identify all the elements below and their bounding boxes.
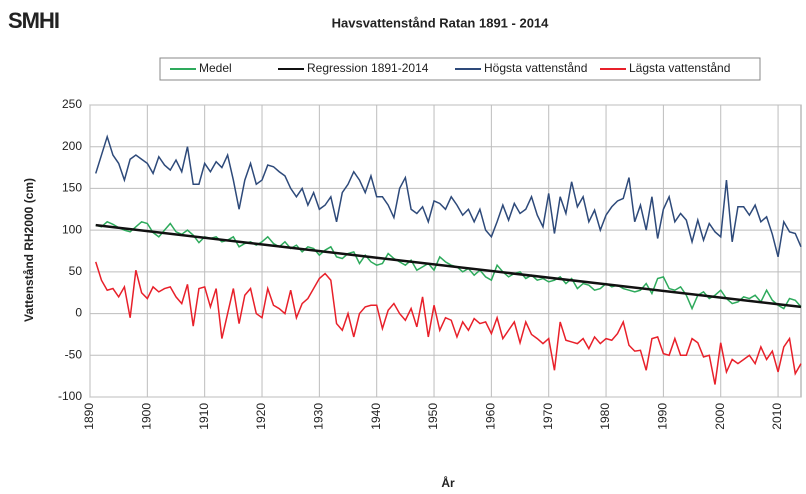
logo: SMHI [8,8,59,33]
y-tick-label: 0 [75,306,82,320]
x-tick-label: 2010 [770,403,784,430]
y-tick-label: 250 [62,97,82,111]
series-line [95,223,802,309]
x-tick-label: 1910 [197,403,211,430]
plot-area [89,104,802,398]
x-axis-label: År [441,475,455,490]
series-line [95,134,802,258]
x-tick-label: 1940 [369,403,383,430]
y-axis-label: Vattenstånd RH2000 (cm) [22,178,36,322]
y-tick-label: 50 [69,264,83,278]
legend-label: Medel [199,61,232,75]
legend-label: Regression 1891-2014 [307,61,429,75]
legend-label: Lägsta vattenstånd [629,61,730,75]
chart-title: Havsvattenstånd Ratan 1891 - 2014 [332,15,550,30]
x-tick-label: 1990 [656,403,670,430]
x-tick-label: 1930 [312,403,326,430]
y-tick-label: -100 [58,389,82,403]
series-line [95,261,802,385]
x-tick-label: 1950 [426,403,440,430]
x-tick-label: 1920 [254,403,268,430]
y-tick-label: -50 [65,347,83,361]
x-tick-label: 1970 [541,403,555,430]
x-tick-label: 1900 [140,403,154,430]
x-tick-label: 2000 [713,403,727,430]
x-tick-label: 1890 [82,403,96,430]
x-tick-label: 1980 [598,403,612,430]
y-tick-label: 200 [62,139,82,153]
y-tick-label: 100 [62,222,82,236]
x-tick-label: 1960 [484,403,498,430]
legend-label: Högsta vattenstånd [484,61,587,75]
y-tick-label: 150 [62,181,82,195]
